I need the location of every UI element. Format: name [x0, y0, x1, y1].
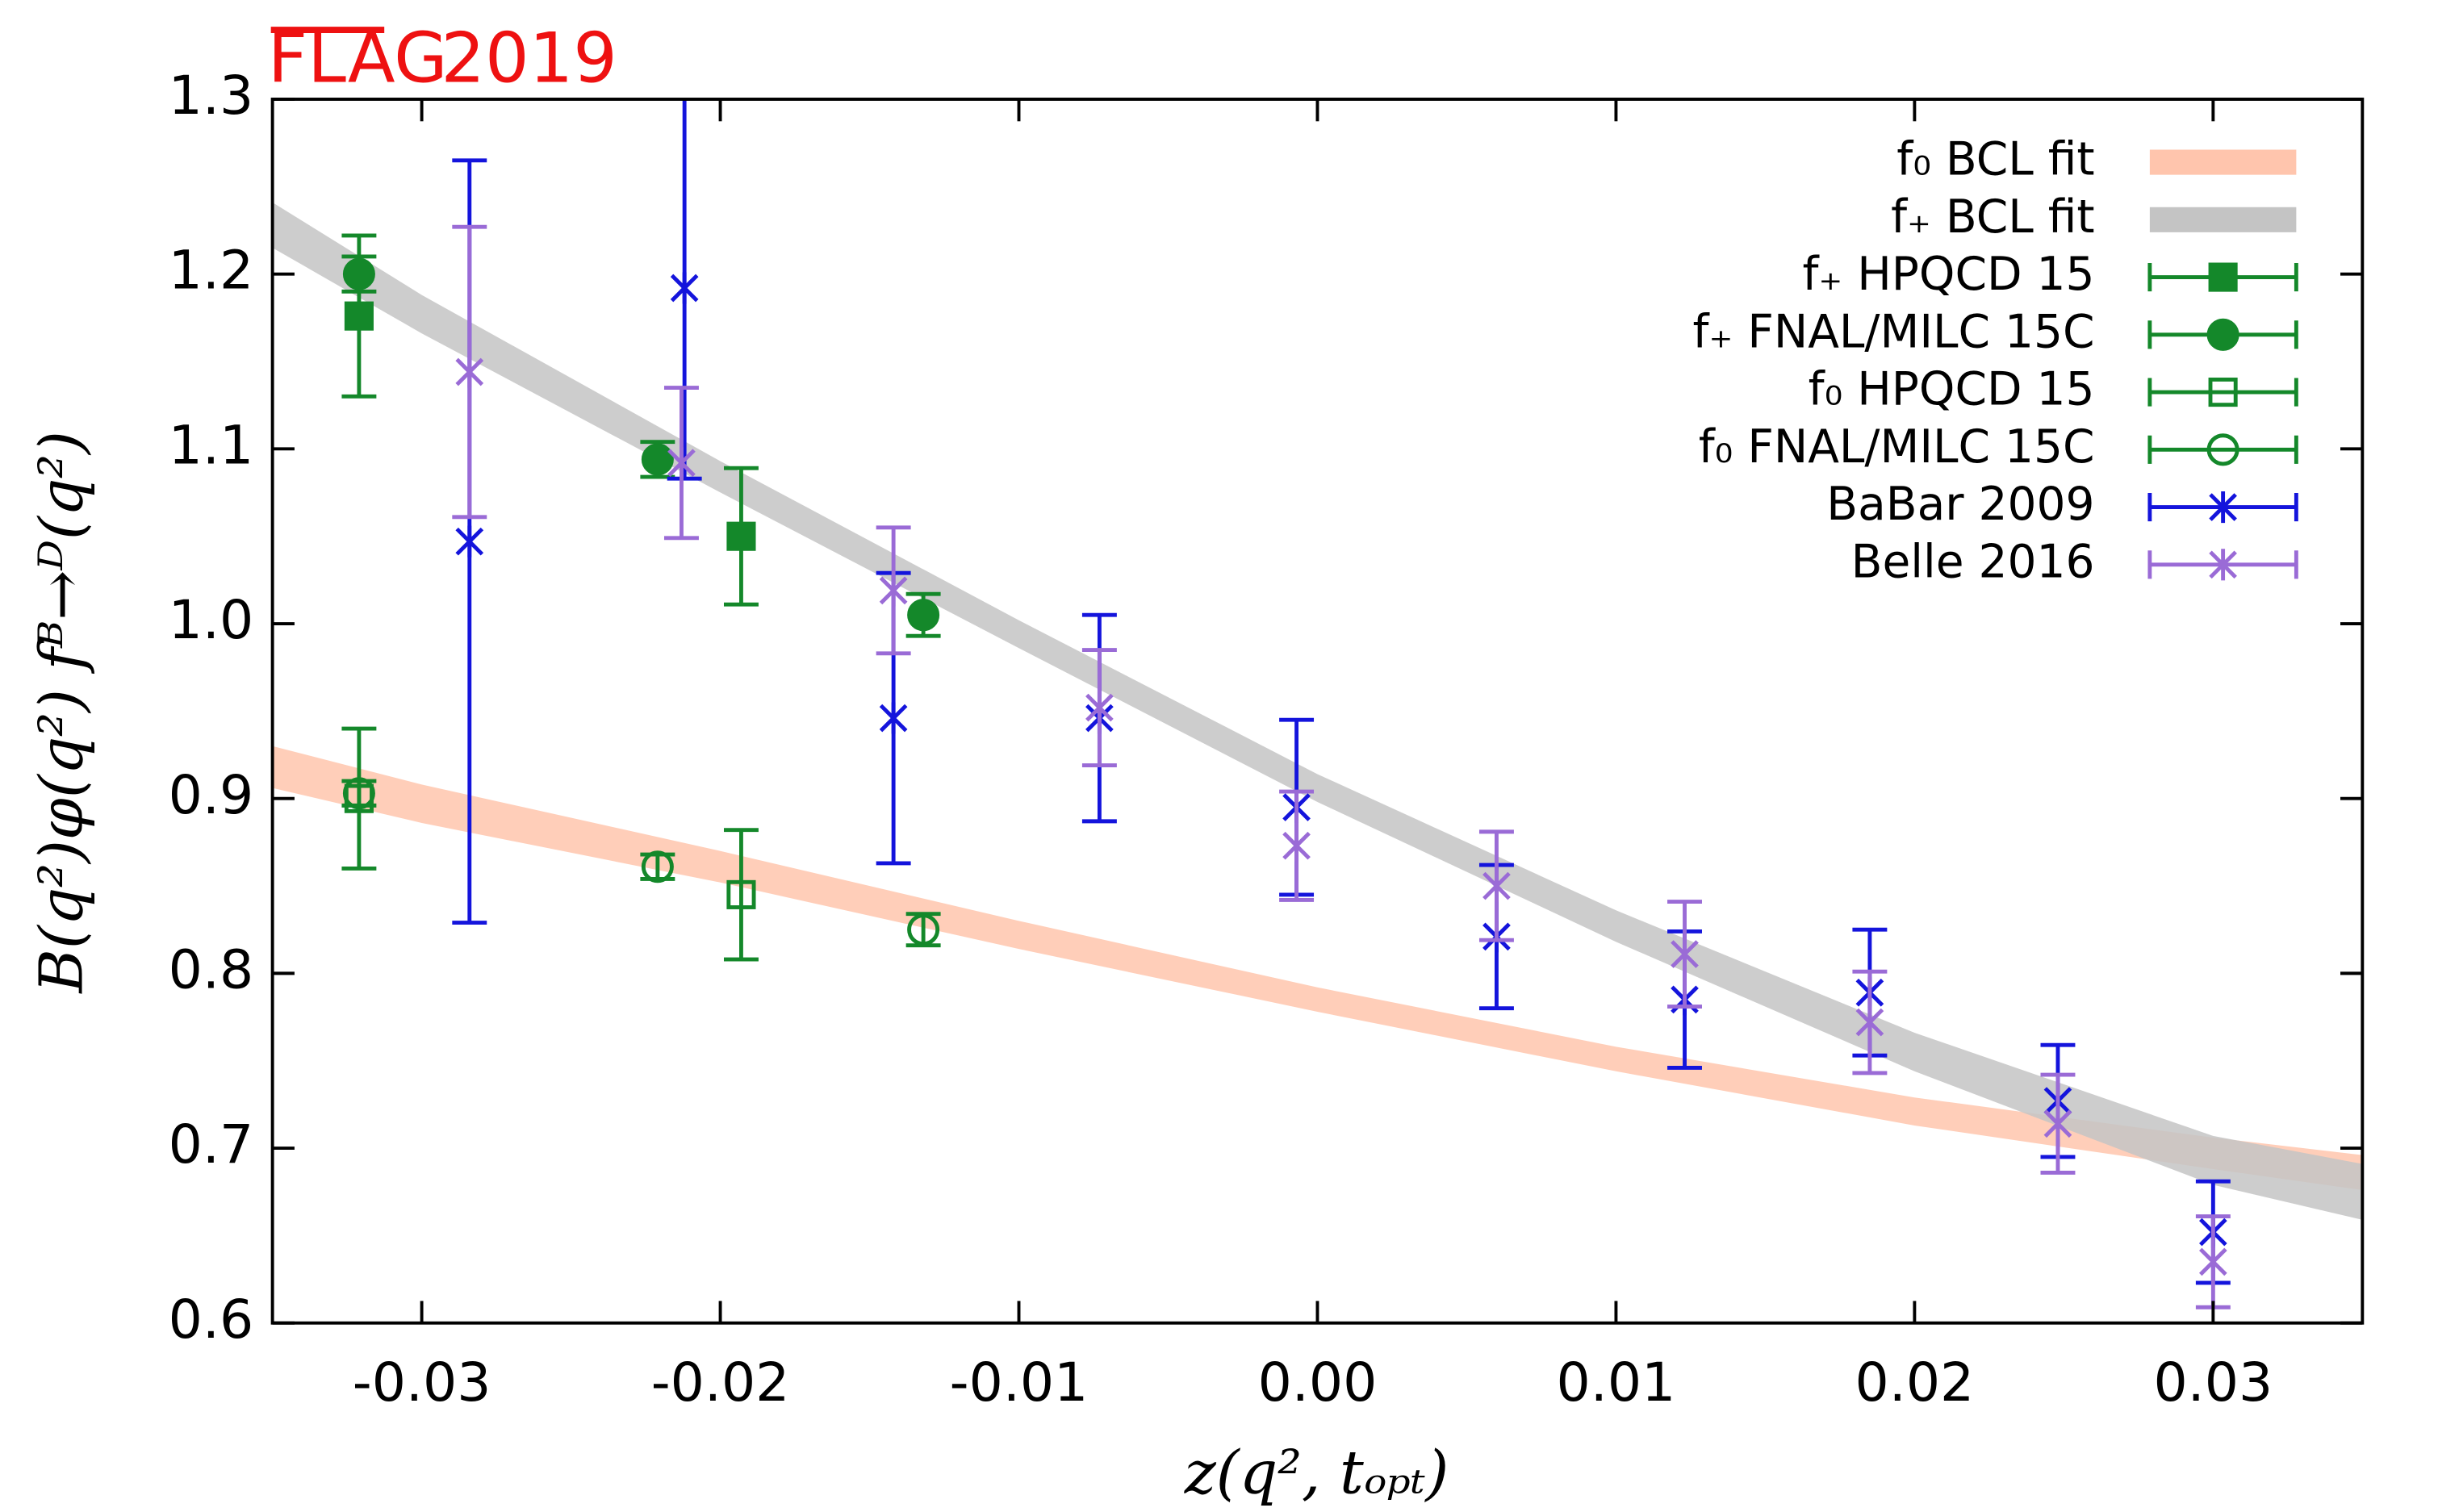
marker [455, 525, 484, 558]
marker [2209, 491, 2237, 524]
legend-swatch [2147, 491, 2298, 524]
marker-shape [907, 599, 940, 632]
y-axis-label: B(q²)φ(q²) fᴮ→ᴰ(q²) [27, 431, 96, 995]
marker [907, 913, 940, 946]
marker [907, 599, 940, 632]
marker [641, 850, 674, 883]
marker-shape [641, 850, 674, 883]
marker-shape [344, 301, 374, 331]
plot-area [272, 98, 2363, 1309]
x-tick-label: -0.02 [651, 1351, 790, 1414]
marker [667, 447, 696, 479]
marker [455, 356, 484, 388]
marker [1482, 870, 1511, 902]
marker [2206, 318, 2239, 351]
marker [342, 257, 375, 290]
marker-shape [342, 777, 375, 810]
x-tick-label: 0.02 [1855, 1351, 1975, 1414]
x-tick-label: 0.03 [2153, 1351, 2273, 1414]
marker [342, 777, 375, 810]
marker [1671, 938, 1699, 971]
legend-swatch [2147, 378, 2298, 407]
x-tick-label: 0.01 [1557, 1351, 1676, 1414]
legend-swatch [2147, 549, 2298, 581]
x-tick-label: -0.01 [950, 1351, 1089, 1414]
marker-shape [1085, 691, 1114, 724]
legend-label: f₀ FNAL/MILC 15C [1699, 420, 2095, 474]
marker-shape [2209, 549, 2237, 581]
marker-shape [879, 574, 908, 607]
legend-label: f₀ HPQCD 15 [1809, 363, 2095, 416]
legend-swatch [2147, 433, 2298, 466]
marker [726, 879, 756, 909]
marker-shape [907, 913, 940, 946]
marker-shape [1671, 938, 1699, 971]
marker [2206, 433, 2239, 466]
marker [1282, 829, 1311, 862]
marker-shape [726, 521, 756, 551]
fit-band [272, 746, 2363, 1190]
marker-shape [2199, 1246, 2227, 1278]
marker [879, 702, 908, 734]
marker [2209, 549, 2237, 581]
marker-shape [726, 879, 756, 909]
marker [344, 301, 374, 331]
marker-shape [455, 356, 484, 388]
legend-label: f₊ HPQCD 15 [1802, 248, 2094, 301]
error-bar [723, 828, 759, 962]
marker-shape [2208, 262, 2238, 292]
marker-shape [342, 257, 375, 290]
y-tick-label: 0.9 [169, 763, 254, 826]
y-tick-label: 1.1 [169, 413, 254, 476]
y-tick-label: 0.8 [169, 938, 254, 1000]
marker [670, 272, 699, 304]
y-tick-label: 1.3 [169, 64, 254, 127]
y-tick-label: 0.6 [169, 1288, 254, 1351]
marker [2208, 262, 2238, 292]
x-tick-label: 0.00 [1258, 1351, 1378, 1414]
y-tick-label: 1.2 [169, 239, 254, 302]
logo-year: 2019 [441, 18, 617, 98]
marker-shape [670, 272, 699, 304]
marker-shape [2206, 433, 2239, 466]
marker [2043, 1108, 2072, 1140]
legend-label: BaBar 2009 [1826, 478, 2094, 531]
marker-shape [2206, 318, 2239, 351]
marker-shape [667, 447, 696, 479]
y-tick-label: 0.7 [169, 1113, 254, 1176]
legend-swatch [2147, 262, 2298, 292]
y-tick-label: 1.0 [169, 588, 254, 651]
legend-swatch [2147, 318, 2298, 351]
marker-shape [2043, 1108, 2072, 1140]
legend-label: f₊ BCL fit [1891, 190, 2094, 244]
marker-shape [1855, 1006, 1884, 1038]
fit-band [272, 202, 2363, 1220]
marker [879, 574, 908, 607]
marker-shape [455, 525, 484, 558]
x-tick-label: -0.03 [353, 1351, 491, 1414]
marker-shape [641, 443, 674, 476]
marker [1855, 1006, 1884, 1038]
marker-shape [1282, 829, 1311, 862]
legend-label: f₊ FNAL/MILC 15C [1693, 305, 2095, 358]
legend-label: f₀ BCL fit [1896, 133, 2094, 186]
marker [2199, 1246, 2227, 1278]
legend-label: Belle 2016 [1851, 535, 2095, 588]
marker [2208, 378, 2238, 407]
marker-shape [879, 702, 908, 734]
marker [726, 521, 756, 551]
marker-shape [1482, 870, 1511, 902]
x-axis-label: z(q², tₒₚₜ) [1184, 1439, 1449, 1508]
marker-shape [2209, 491, 2237, 524]
marker-shape [2208, 378, 2238, 407]
marker [641, 443, 674, 476]
marker [1085, 691, 1114, 724]
